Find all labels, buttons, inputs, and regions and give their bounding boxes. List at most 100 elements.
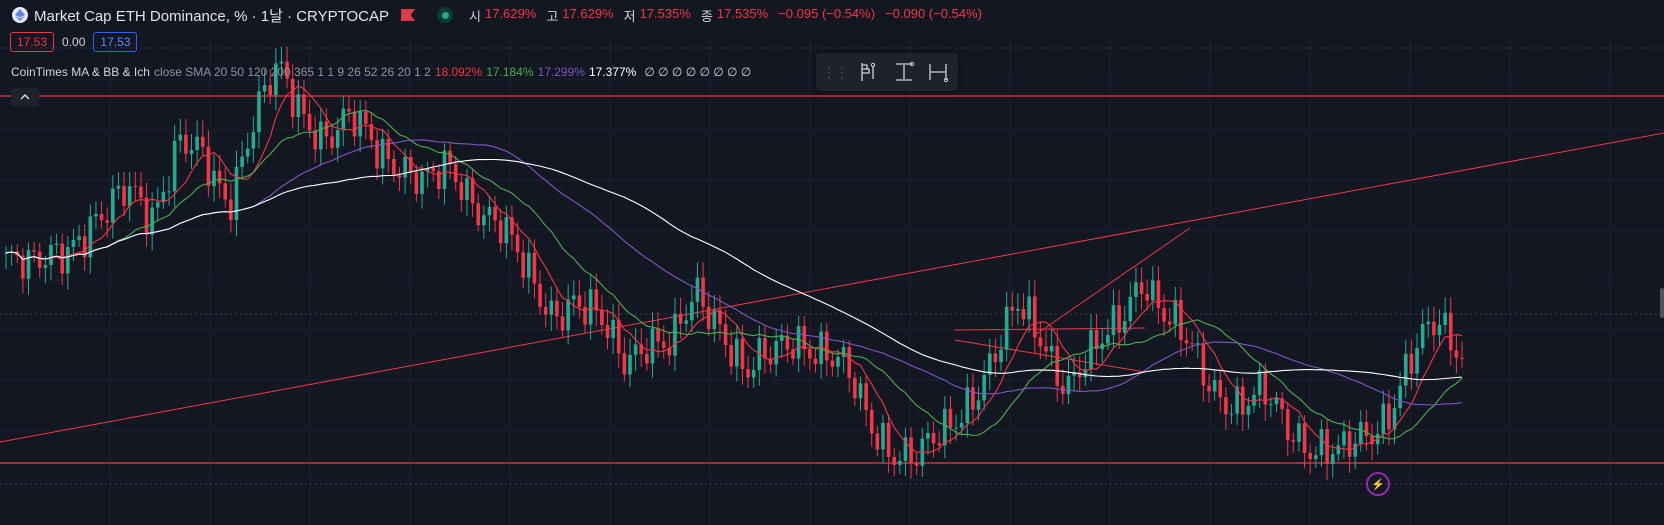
candle-body <box>819 331 823 365</box>
eth-logo-icon <box>12 7 28 23</box>
horizontal-levels <box>0 95 1664 464</box>
candle-body <box>1207 385 1211 392</box>
candle-body <box>60 243 65 274</box>
candle-body <box>532 252 537 284</box>
candle-body <box>482 215 486 226</box>
candle-body <box>667 347 672 356</box>
candle-body <box>1184 340 1189 344</box>
candle-body <box>1139 282 1144 294</box>
indicator-args: close SMA 20 50 120 200 365 1 1 9 26 52 … <box>153 65 431 79</box>
candle-body <box>1381 403 1386 434</box>
candle-body <box>37 251 42 268</box>
sma50-line <box>5 109 1463 440</box>
candle-body <box>948 408 953 428</box>
buy-price-button[interactable]: 17.53 <box>93 32 138 52</box>
candle-body <box>650 328 655 364</box>
candle-body <box>285 61 289 79</box>
candle-body <box>690 301 694 321</box>
sell-price-button[interactable]: 17.53 <box>10 32 55 52</box>
candle-body <box>66 247 70 274</box>
candle-body <box>420 171 424 194</box>
candle-body <box>155 202 160 208</box>
candle-body <box>729 345 733 367</box>
candle-body <box>633 344 638 355</box>
candle-body <box>1089 330 1093 370</box>
candle-body <box>791 349 795 359</box>
date-range-icon[interactable] <box>926 60 950 84</box>
candle-body <box>442 150 447 189</box>
candle-body <box>240 156 244 167</box>
candle-body <box>1420 324 1425 349</box>
candle-body <box>4 252 8 254</box>
candle-body <box>1285 409 1290 441</box>
candle-body <box>341 108 346 131</box>
high-value: 17.629% <box>562 5 614 21</box>
price-scale-handle[interactable] <box>1660 288 1664 318</box>
price-range-icon[interactable] <box>892 60 916 84</box>
candle-body <box>808 349 812 359</box>
candle-body <box>1235 386 1239 414</box>
candle-body <box>1055 345 1060 386</box>
drag-handle-icon[interactable]: ⋮⋮ <box>822 63 849 80</box>
candle-body <box>1263 370 1268 405</box>
candle-body <box>735 338 739 367</box>
long-position-icon[interactable] <box>858 60 882 84</box>
trend-lines <box>0 132 1664 443</box>
open-label: 시 <box>469 8 481 24</box>
candle-body <box>864 383 868 410</box>
candle-body <box>959 423 964 428</box>
trend-line <box>954 339 1146 373</box>
indicator-name[interactable]: CoinTimes MA & BB & Ich <box>11 65 150 79</box>
symbol-title[interactable]: Market Cap ETH Dominance, % · 1날 · CRYPT… <box>34 7 390 25</box>
candle-body <box>684 320 689 324</box>
candle-body <box>853 377 857 399</box>
candle-body <box>1347 431 1352 457</box>
candle-body <box>515 234 520 253</box>
candle-body <box>1359 421 1363 444</box>
indicator-value-sma50: 17.184% <box>486 65 534 79</box>
candle-body <box>510 217 514 235</box>
candle-body <box>982 374 986 401</box>
candle-body <box>718 309 722 325</box>
candle-body <box>971 387 975 410</box>
candle-body <box>82 236 87 258</box>
candle-body <box>600 310 604 326</box>
indicator-legend[interactable]: CoinTimes MA & BB & Ich close SMA 20 50 … <box>11 65 751 79</box>
low-label: 저 <box>623 8 636 24</box>
candle-body <box>987 353 992 375</box>
candle-body <box>234 166 239 221</box>
candle-body <box>645 354 649 364</box>
candle-body <box>347 108 351 112</box>
candle-body <box>448 150 452 165</box>
candle-body <box>88 216 93 258</box>
candle-body <box>695 277 700 302</box>
candle-body <box>1325 429 1329 464</box>
candle-body <box>909 437 913 464</box>
candle-body <box>560 316 565 331</box>
lightning-icon[interactable]: ⚡ <box>1366 472 1390 496</box>
collapse-chevron-icon[interactable] <box>11 88 39 106</box>
price-row: 17.53 0.00 17.53 <box>10 32 138 52</box>
candle-body <box>712 309 717 330</box>
candle-body <box>414 172 419 194</box>
candle-body <box>268 85 273 96</box>
candle-body <box>796 326 801 359</box>
candle-body <box>774 340 778 365</box>
candle-body <box>200 136 205 147</box>
candle-body <box>543 306 548 315</box>
candle-body <box>493 206 497 221</box>
flag-icon[interactable] <box>401 9 416 21</box>
candle-body <box>1269 404 1273 406</box>
candle-body <box>1443 312 1447 326</box>
candle-body <box>1398 385 1402 409</box>
trend-line <box>0 132 1664 443</box>
candle-body <box>217 170 222 184</box>
candle-body <box>521 252 525 278</box>
candle-body <box>678 313 683 324</box>
candle-body <box>1246 405 1251 415</box>
candle-body <box>1179 300 1183 341</box>
candle-body <box>1314 455 1318 460</box>
candle-body <box>740 338 745 369</box>
candle-body <box>172 140 177 192</box>
